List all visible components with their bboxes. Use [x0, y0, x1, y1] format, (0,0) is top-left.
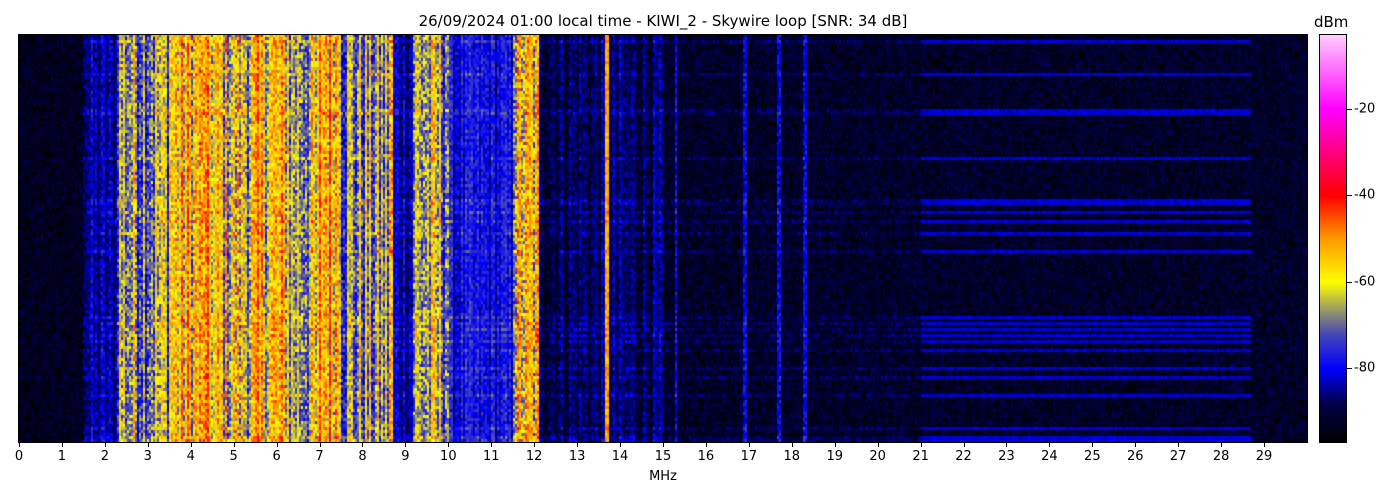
- x-tick-label: 15: [654, 449, 672, 464]
- x-tick: [877, 442, 879, 447]
- x-tick: [104, 442, 106, 447]
- x-tick-label: 9: [401, 449, 410, 464]
- x-tick: [362, 442, 364, 447]
- x-tick: [1006, 442, 1008, 447]
- x-tick-label: 4: [186, 449, 195, 464]
- x-tick-label: 29: [1255, 449, 1273, 464]
- x-tick-label: 8: [358, 449, 367, 464]
- waterfall-plot-area: [18, 34, 1308, 443]
- x-tick: [319, 442, 321, 447]
- x-tick: [1221, 442, 1223, 447]
- x-tick-label: 11: [482, 449, 500, 464]
- colorbar-tick-label: -20: [1354, 101, 1376, 117]
- x-tick: [1264, 442, 1266, 447]
- colorbar-label: dBm: [1314, 13, 1349, 31]
- colorbar-tick-label: -80: [1354, 360, 1376, 376]
- x-tick: [663, 442, 664, 447]
- colorbar-tick: [1347, 108, 1352, 110]
- chart-title: 26/09/2024 01:00 local time - KIWI_2 - S…: [418, 12, 908, 30]
- colorbar-gradient: [1320, 35, 1346, 442]
- x-tick-label: 28: [1212, 449, 1230, 464]
- x-tick: [491, 442, 493, 447]
- x-tick-label: 17: [740, 449, 758, 464]
- colorbar-tick: [1347, 281, 1352, 283]
- colorbar-tick: [1347, 368, 1352, 370]
- x-axis-label: MHz: [649, 469, 677, 484]
- x-tick-label: 27: [1169, 449, 1187, 464]
- x-tick: [1135, 442, 1137, 447]
- x-tick: [534, 442, 536, 447]
- x-tick: [748, 442, 750, 447]
- x-tick: [577, 442, 579, 447]
- x-tick-label: 24: [1041, 449, 1058, 464]
- x-tick-label: 7: [315, 449, 324, 464]
- x-tick: [705, 442, 707, 447]
- colorbar-tick-label: -40: [1354, 187, 1376, 203]
- x-tick-label: 3: [143, 449, 152, 464]
- x-tick-label: 2: [100, 449, 109, 464]
- x-tick-label: 18: [783, 449, 801, 464]
- x-tick-label: 12: [525, 449, 543, 464]
- x-tick: [791, 442, 793, 447]
- x-tick-label: 16: [697, 449, 715, 464]
- x-tick-label: 22: [955, 449, 972, 464]
- x-tick-label: 23: [998, 449, 1015, 464]
- waterfall-heatmap: [19, 35, 1307, 442]
- x-tick-label: 1: [57, 449, 67, 464]
- x-tick: [190, 442, 192, 447]
- colorbar: [1319, 34, 1347, 443]
- x-tick: [448, 442, 450, 447]
- x-tick-label: 19: [826, 449, 843, 464]
- x-tick-label: 20: [869, 449, 886, 464]
- x-tick-label: 14: [611, 449, 629, 464]
- x-tick: [1178, 442, 1180, 447]
- x-tick-label: 26: [1126, 449, 1144, 464]
- x-tick-label: 25: [1084, 449, 1101, 464]
- x-tick: [1049, 442, 1051, 447]
- x-tick: [19, 442, 20, 447]
- x-tick: [620, 442, 622, 447]
- x-tick: [61, 442, 63, 447]
- x-tick: [147, 442, 149, 447]
- x-tick-label: 13: [568, 449, 586, 464]
- x-tick: [963, 442, 965, 447]
- x-tick-label: 10: [440, 449, 457, 464]
- x-tick: [834, 442, 836, 447]
- x-tick: [233, 442, 235, 447]
- x-tick-label: 6: [272, 449, 281, 464]
- x-tick-label: 5: [229, 449, 238, 464]
- colorbar-tick-label: -60: [1354, 274, 1376, 290]
- x-tick: [276, 442, 278, 447]
- colorbar-tick: [1347, 195, 1352, 197]
- x-tick: [1092, 442, 1094, 447]
- x-tick-label: 0: [14, 449, 24, 464]
- x-tick: [920, 442, 922, 447]
- x-tick: [405, 442, 407, 447]
- x-tick-label: 21: [912, 449, 929, 464]
